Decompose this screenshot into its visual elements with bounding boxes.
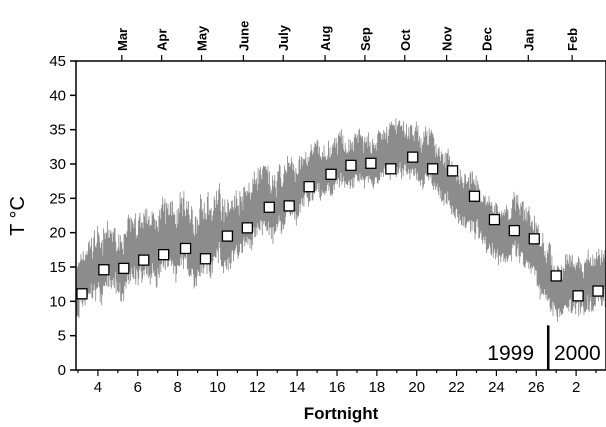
fortnight-mean-point xyxy=(572,290,584,302)
fortnight-mean-point xyxy=(528,233,540,245)
temperature-trace-line xyxy=(75,117,606,323)
y-tick-label: 5 xyxy=(58,328,66,345)
fortnight-mean-point xyxy=(508,224,520,237)
y-tick-label: 10 xyxy=(49,293,66,310)
x-tick-label: 26 xyxy=(528,379,545,396)
fortnight-mean-point xyxy=(283,200,295,212)
fortnight-mean-point xyxy=(98,264,110,276)
y-tick-label: 30 xyxy=(49,156,66,173)
month-label: Apr xyxy=(155,29,170,51)
fortnight-mean-point xyxy=(407,151,419,163)
month-label: July xyxy=(276,24,291,51)
y-axis-title: T °C xyxy=(7,196,29,236)
x-tick-label: 8 xyxy=(173,379,181,396)
x-tick-label: 20 xyxy=(408,379,425,396)
fortnight-mean-point xyxy=(158,248,170,261)
x-tick-label: 2 xyxy=(572,379,580,396)
x-tick-label: 6 xyxy=(134,379,142,396)
x-tick-label: 12 xyxy=(249,379,266,396)
fortnight-mean-point xyxy=(488,213,501,226)
year-label-1999: 1999 xyxy=(487,342,534,365)
y-tick-label: 35 xyxy=(49,122,66,139)
x-tick-label: 16 xyxy=(329,379,346,396)
fortnight-mean-point xyxy=(345,159,357,172)
fortnight-mean-point xyxy=(179,242,192,255)
y-tick-label: 45 xyxy=(49,53,66,70)
fortnight-mean-point xyxy=(221,230,234,242)
x-tick-label: 10 xyxy=(209,379,226,396)
month-label: Jan xyxy=(521,29,536,51)
fortnight-mean-point xyxy=(427,163,439,175)
fortnight-mean-point xyxy=(199,253,212,265)
y-tick-label: 40 xyxy=(49,87,66,104)
x-tick-label: 14 xyxy=(289,379,306,396)
month-label: Mar xyxy=(115,28,130,51)
fortnight-mean-point xyxy=(446,165,459,177)
fortnight-mean-point xyxy=(468,190,481,202)
month-label: Sep xyxy=(358,27,373,51)
fortnight-mean-point xyxy=(138,254,150,266)
month-label: June xyxy=(236,21,251,51)
hourly-temperature-trace xyxy=(75,117,606,323)
fortnight-mean-point xyxy=(365,157,377,169)
fortnight-mean-point xyxy=(550,270,562,282)
y-tick-label: 25 xyxy=(49,190,66,207)
month-label: Nov xyxy=(440,26,455,51)
top-month-axis: Mar Apr May June July Aug Sep Oct Nov Dec Jan Feb xyxy=(115,21,580,61)
y-tick-label: 20 xyxy=(49,225,66,242)
fortnight-mean-point xyxy=(263,201,275,213)
fortnight-mean-markers xyxy=(76,151,604,302)
fortnight-mean-point xyxy=(325,168,337,180)
month-label: May xyxy=(195,25,210,51)
fortnight-mean-point xyxy=(303,181,315,193)
plot-frame xyxy=(75,60,606,371)
fortnight-mean-point xyxy=(385,163,397,175)
year-label-2000: 2000 xyxy=(554,342,601,365)
x-tick-label: 4 xyxy=(94,379,102,396)
fortnight-mean-point xyxy=(592,285,604,297)
y-axis: 0 5 10 15 20 25 30 35 40 45 xyxy=(49,53,76,379)
month-label: Aug xyxy=(318,26,333,51)
month-label: Oct xyxy=(398,29,413,51)
y-tick-label: 15 xyxy=(49,259,66,276)
month-label: Dec xyxy=(479,27,494,51)
x-axis-title: Fortnight xyxy=(304,404,379,423)
x-tick-label: 18 xyxy=(369,379,386,396)
x-tick-label: 22 xyxy=(448,379,465,396)
x-tick-label: 24 xyxy=(488,379,505,396)
y-tick-label: 0 xyxy=(58,362,66,379)
fortnight-mean-point xyxy=(76,288,88,300)
month-label: Feb xyxy=(565,28,580,51)
fortnight-mean-point xyxy=(241,222,254,234)
fortnight-mean-point xyxy=(118,262,130,275)
x-axis: 4 6 8 10 12 14 16 18 20 22 24 26 2 xyxy=(77,370,597,396)
